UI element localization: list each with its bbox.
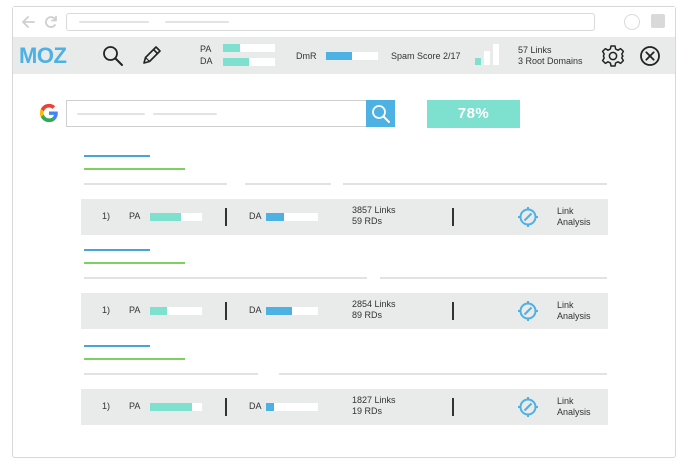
dmr-bar: [326, 52, 378, 60]
dmr-label: DmR: [296, 51, 317, 61]
result-title-line[interactable]: [84, 345, 150, 347]
result-links: 2854 Links: [352, 299, 396, 309]
result-links: 3857 Links: [352, 205, 396, 215]
pencil-icon[interactable]: [140, 43, 164, 67]
search-placeholder-line: [153, 113, 217, 115]
result-title-line[interactable]: [84, 155, 150, 157]
result-snippet-line: [343, 183, 607, 185]
moz-logo[interactable]: MOZ: [18, 43, 88, 67]
result-rank: 1): [102, 211, 111, 221]
search-icon[interactable]: [101, 44, 125, 68]
link-analysis-label[interactable]: Link: [557, 396, 574, 406]
reload-icon[interactable]: [43, 14, 59, 30]
result-rank: 1): [102, 401, 111, 411]
result-title-line[interactable]: [84, 249, 150, 251]
browser-square-button[interactable]: [651, 14, 665, 28]
search-icon: [372, 105, 390, 123]
result-da-bar: [266, 307, 318, 315]
link-analysis-icon[interactable]: [517, 206, 539, 228]
result-url-line: [84, 168, 185, 170]
gear-icon[interactable]: [601, 44, 625, 68]
search-placeholder-line: [77, 113, 145, 115]
link-analysis-label[interactable]: Link: [557, 300, 574, 310]
result-pa-bar-fill: [150, 403, 192, 411]
result-da-label: DA: [249, 305, 262, 315]
result-pa-label: PA: [129, 401, 141, 411]
result-metrics-row: 1) PA DA 3857 Links 59 RDs Link Analysis: [81, 199, 608, 235]
da-label: DA: [200, 56, 213, 66]
result-da-bar-fill: [266, 213, 284, 221]
address-placeholder-line: [79, 21, 149, 23]
link-analysis-icon[interactable]: [517, 300, 539, 322]
root-domains-count: 3 Root Domains: [518, 56, 583, 66]
divider: [225, 208, 227, 226]
result-da-bar: [266, 213, 318, 221]
link-analysis-label[interactable]: Analysis: [557, 311, 591, 321]
google-search-button[interactable]: [366, 100, 395, 127]
result-rds: 59 RDs: [352, 216, 383, 226]
google-search-input[interactable]: [66, 100, 367, 127]
divider: [225, 302, 227, 320]
result-snippet-line: [84, 277, 367, 279]
spam-bar-3: [493, 44, 499, 65]
link-analysis-icon[interactable]: [517, 396, 539, 418]
link-analysis-label[interactable]: Analysis: [557, 407, 591, 417]
result-links: 1827 Links: [352, 395, 396, 405]
spam-bar-1: [475, 58, 481, 65]
link-analysis-label[interactable]: Analysis: [557, 217, 591, 227]
result-pa-bar-fill: [150, 307, 167, 315]
result-pa-bar: [150, 213, 202, 221]
pa-label: PA: [200, 44, 212, 54]
da-bar-fill: [223, 58, 249, 66]
result-da-bar-fill: [266, 403, 274, 411]
spam-bar-2: [484, 51, 490, 65]
result-pa-bar: [150, 403, 202, 411]
address-placeholder-line: [165, 21, 229, 23]
back-arrow-icon[interactable]: [20, 14, 36, 30]
result-metrics-row: 1) PA DA 1827 Links 19 RDs Link Analysis: [81, 389, 608, 425]
pa-bar: [223, 44, 275, 52]
result-rds: 89 RDs: [352, 310, 383, 320]
result-da-label: DA: [249, 211, 262, 221]
link-analysis-label[interactable]: Link: [557, 206, 574, 216]
divider: [452, 208, 454, 226]
close-icon[interactable]: [638, 44, 662, 68]
result-pa-bar: [150, 307, 202, 315]
pa-bar-fill: [223, 44, 240, 52]
spam-score: Spam Score 2/17: [391, 51, 461, 61]
result-snippet-line: [380, 277, 607, 279]
result-rank: 1): [102, 305, 111, 315]
address-bar[interactable]: [66, 13, 595, 31]
divider: [452, 398, 454, 416]
result-snippet-line: [84, 183, 227, 185]
divider: [452, 302, 454, 320]
links-count: 57 Links: [518, 45, 552, 55]
result-da-label: DA: [249, 401, 262, 411]
percent-badge[interactable]: 78%: [427, 100, 520, 128]
browser-circle-button[interactable]: [624, 14, 640, 30]
da-bar: [223, 58, 275, 66]
result-rds: 19 RDs: [352, 406, 383, 416]
result-pa-bar-fill: [150, 213, 181, 221]
result-url-line: [84, 262, 185, 264]
divider: [225, 398, 227, 416]
result-pa-label: PA: [129, 211, 141, 221]
svg-text:MOZ: MOZ: [19, 43, 66, 67]
google-logo-icon: [39, 103, 58, 123]
result-snippet-line: [279, 373, 607, 375]
result-snippet-line: [245, 183, 331, 185]
result-url-line: [84, 358, 185, 360]
result-snippet-line: [84, 373, 258, 375]
result-pa-label: PA: [129, 305, 141, 315]
result-da-bar: [266, 403, 318, 411]
dmr-bar-fill: [326, 52, 352, 60]
result-metrics-row: 1) PA DA 2854 Links 89 RDs Link Analysis: [81, 293, 608, 329]
result-da-bar-fill: [266, 307, 292, 315]
